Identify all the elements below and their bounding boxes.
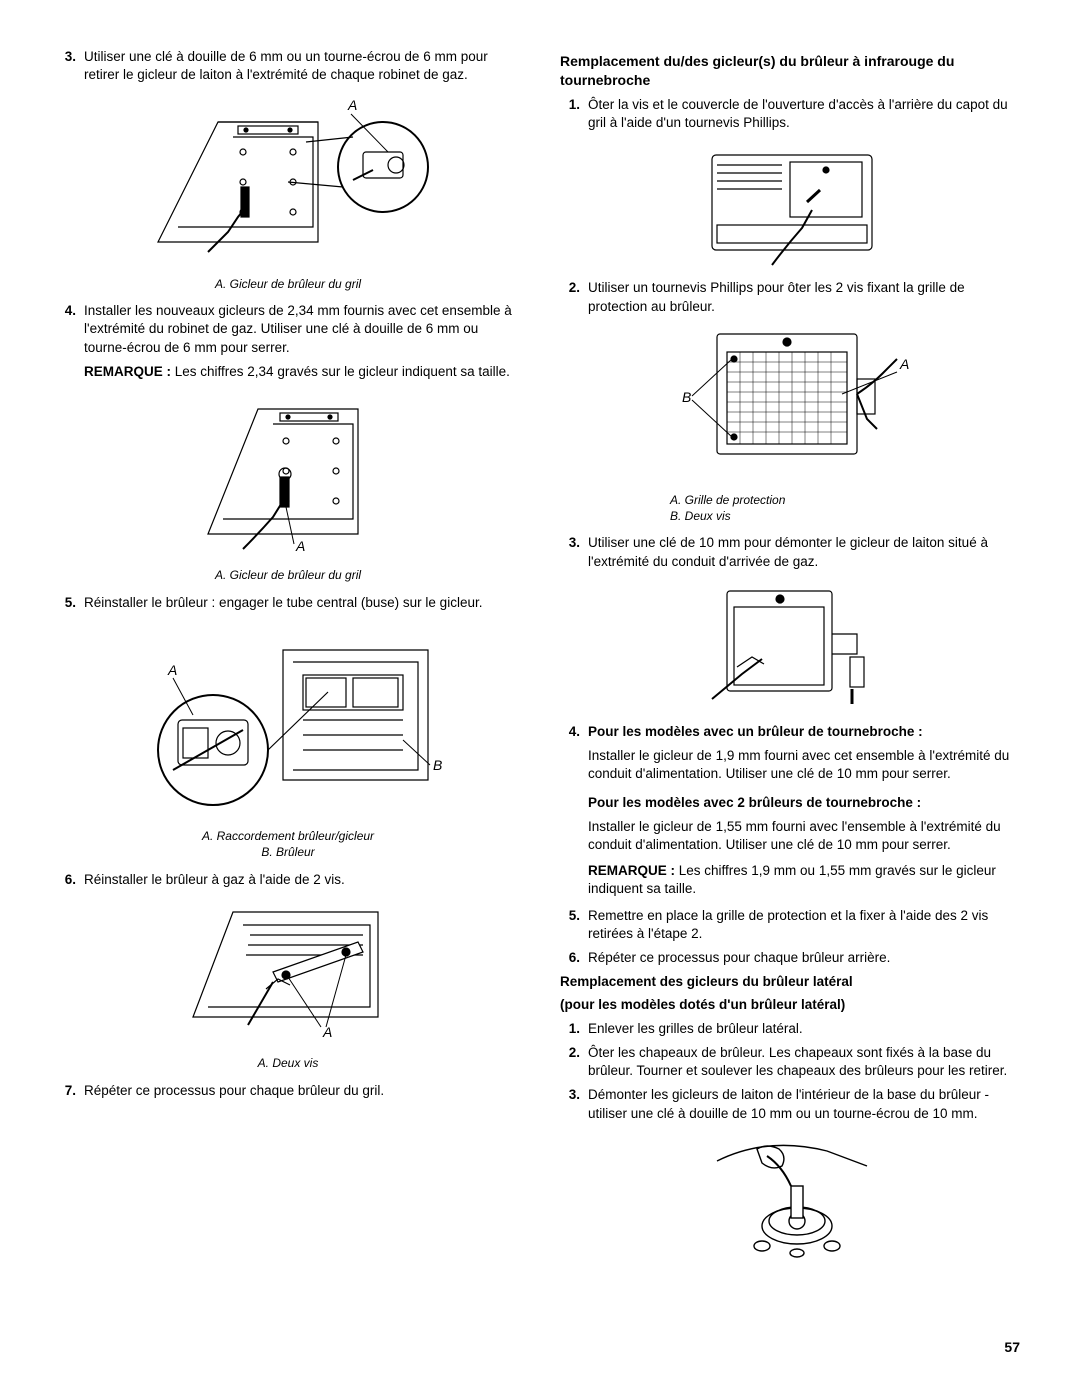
step-6: 6. Réinstaller le brûleur à gaz à l'aide…: [56, 871, 520, 889]
step-number: 3.: [560, 534, 588, 570]
two-column-layout: 3. Utiliser une clé à douille de 6 mm ou…: [56, 48, 1024, 1270]
caption-line: B. Brûleur: [261, 845, 314, 859]
caption-fig1: A. Gicleur de brûleur du gril: [56, 277, 520, 293]
r-step-4-body: Installer le gicleur de 1,9 mm fourni av…: [588, 747, 1024, 783]
r-step-1: 1. Ôter la vis et le couvercle de l'ouve…: [560, 96, 1024, 132]
figure-gicleur-1: A: [56, 92, 520, 272]
r-step-4: 4. Pour les modèles avec un brûleur de t…: [560, 723, 1024, 741]
right-column: Remplacement du/des gicleur(s) du brûleu…: [560, 48, 1024, 1270]
caption-grille: A. Grille de protection B. Deux vis: [670, 493, 1024, 524]
caption-line: A. Grille de protection: [670, 493, 785, 507]
figure-conduit: [560, 579, 1024, 719]
subsection-sub: (pour les modèles dotés d'un brûleur lat…: [560, 996, 1024, 1014]
figure-grille: A B: [560, 324, 1024, 489]
step-number: 6.: [56, 871, 84, 889]
caption-line: A. Raccordement brûleur/gicleur: [202, 829, 374, 843]
b-step-1: 1. Enlever les grilles de brûleur latéra…: [560, 1020, 1024, 1038]
step-3: 3. Utiliser une clé à douille de 6 mm ou…: [56, 48, 520, 84]
step-text: Répéter ce processus pour chaque brûleur…: [84, 1082, 520, 1100]
step-number: 3.: [56, 48, 84, 84]
step-number: 4.: [56, 302, 84, 357]
step-number: 2.: [560, 279, 588, 315]
label-B: B: [682, 389, 691, 405]
label-A: A: [167, 662, 177, 678]
figure-bruleur-lateral: [560, 1131, 1024, 1266]
b-step-2: 2. Ôter les chapeaux de brûleur. Les cha…: [560, 1044, 1024, 1080]
step-4-note: REMARQUE : Les chiffres 2,34 gravés sur …: [84, 363, 520, 381]
note-text: Les chiffres 2,34 gravés sur le gicleur …: [171, 364, 510, 379]
step-text: Utiliser une clé à douille de 6 mm ou un…: [84, 48, 520, 84]
r-step-5: 5. Remettre en place la grille de protec…: [560, 907, 1024, 943]
figure-vis: A: [56, 897, 520, 1052]
r-step-4b-body: Installer le gicleur de 1,55 mm fourni a…: [588, 818, 1024, 854]
step-4: 4. Installer les nouveaux gicleurs de 2,…: [56, 302, 520, 357]
r-step-4b-heading: Pour les modèles avec 2 brûleurs de tour…: [588, 794, 1024, 812]
label-A: A: [899, 356, 909, 372]
step-number: 3.: [560, 1086, 588, 1122]
step-number: 7.: [56, 1082, 84, 1100]
note-label: REMARQUE :: [588, 863, 675, 878]
section-heading: Remplacement du/des gicleur(s) du brûleu…: [560, 52, 1024, 90]
figure-gicleur-2: A: [56, 389, 520, 564]
step-number: 6.: [560, 949, 588, 967]
step-7: 7. Répéter ce processus pour chaque brûl…: [56, 1082, 520, 1100]
caption-fig3: A. Raccordement brûleur/gicleur B. Brûle…: [56, 829, 520, 860]
page-number: 57: [1004, 1338, 1020, 1357]
step-text: Enlever les grilles de brûleur latéral.: [588, 1020, 1024, 1038]
step-number: 2.: [560, 1044, 588, 1080]
label-A: A: [347, 97, 357, 113]
step-text: Ôter la vis et le couvercle de l'ouvertu…: [588, 96, 1024, 132]
step-number: 1.: [560, 1020, 588, 1038]
step-text: Réinstaller le brûleur : engager le tube…: [84, 594, 520, 612]
label-B: B: [433, 757, 442, 773]
step-bold-heading: Pour les modèles avec un brûleur de tour…: [588, 723, 1024, 741]
step-number: 1.: [560, 96, 588, 132]
figure-access-panel: [560, 140, 1024, 275]
step-text: Répéter ce processus pour chaque brûleur…: [588, 949, 1024, 967]
step-number: 4.: [560, 723, 588, 741]
step-text: Démonter les gicleurs de laiton de l'int…: [588, 1086, 1024, 1122]
r-step-2: 2. Utiliser un tournevis Phillips pour ô…: [560, 279, 1024, 315]
step-text: Remettre en place la grille de protectio…: [588, 907, 1024, 943]
step-text: Utiliser un tournevis Phillips pour ôter…: [588, 279, 1024, 315]
step-number: 5.: [56, 594, 84, 612]
caption-line: B. Deux vis: [670, 509, 731, 523]
label-A: A: [322, 1024, 332, 1040]
r-step-6: 6. Répéter ce processus pour chaque brûl…: [560, 949, 1024, 967]
step-text: Installer les nouveaux gicleurs de 2,34 …: [84, 302, 520, 357]
left-column: 3. Utiliser une clé à douille de 6 mm ou…: [56, 48, 520, 1270]
note-label: REMARQUE :: [84, 364, 171, 379]
caption-fig4: A. Deux vis: [56, 1056, 520, 1072]
figure-brûleur: A B: [56, 620, 520, 825]
label-A: A: [295, 538, 305, 554]
step-number: 5.: [560, 907, 588, 943]
subsection-heading: Remplacement des gicleurs du brûleur lat…: [560, 973, 1024, 991]
step-text: Ôter les chapeaux de brûleur. Les chapea…: [588, 1044, 1024, 1080]
r-step-4-note: REMARQUE : Les chiffres 1,9 mm ou 1,55 m…: [588, 862, 1024, 898]
r-step-3: 3. Utiliser une clé de 10 mm pour démont…: [560, 534, 1024, 570]
step-text: Réinstaller le brûleur à gaz à l'aide de…: [84, 871, 520, 889]
b-step-3: 3. Démonter les gicleurs de laiton de l'…: [560, 1086, 1024, 1122]
step-5: 5. Réinstaller le brûleur : engager le t…: [56, 594, 520, 612]
caption-fig2: A. Gicleur de brûleur du gril: [56, 568, 520, 584]
step-text: Utiliser une clé de 10 mm pour démonter …: [588, 534, 1024, 570]
